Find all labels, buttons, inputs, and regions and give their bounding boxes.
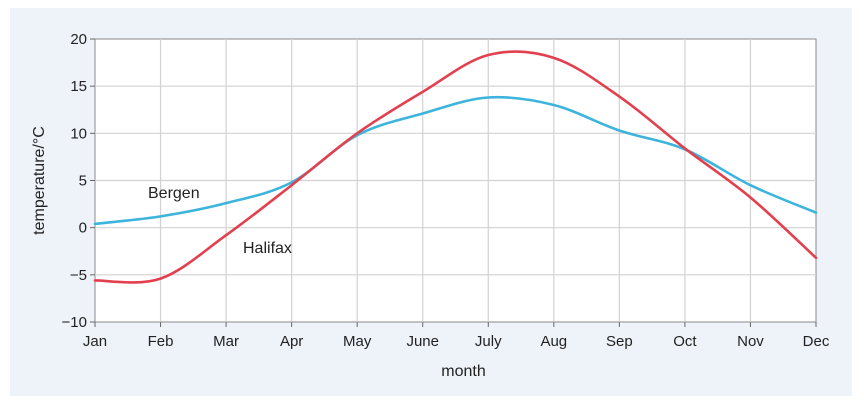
x-tick-label: May [343, 333, 372, 350]
chart-frame: 20 15 10 5 0 −5 −10 Jan Feb Mar Apr May June July Aug… [10, 8, 852, 396]
series-label-halifax: Halifax [243, 240, 292, 257]
x-tick-label: Oct [673, 333, 697, 350]
y-axis-ticks: 20 15 10 5 0 −5 −10 [62, 31, 95, 331]
y-tick-label: 10 [70, 125, 87, 142]
x-tick-label: Apr [280, 333, 303, 350]
x-tick-label: Mar [213, 333, 239, 350]
x-tick-label: Feb [148, 333, 174, 350]
series-line-halifax [93, 50, 818, 284]
y-tick-label: −5 [70, 267, 87, 284]
y-tick-label: 15 [70, 78, 87, 95]
grid [95, 39, 816, 322]
line-chart: 20 15 10 5 0 −5 −10 Jan Feb Mar Apr May June July Aug… [31, 31, 830, 380]
x-tick-label: Nov [737, 333, 764, 350]
x-tick-label: Sep [606, 333, 633, 350]
y-tick-label: 0 [79, 220, 87, 237]
x-tick-label: Dec [803, 333, 830, 350]
x-tick-label: Jan [83, 333, 107, 350]
series-label-bergen: Bergen [148, 185, 200, 202]
series-lines [93, 50, 818, 284]
y-tick-label: −10 [62, 314, 87, 331]
x-tick-label: June [406, 333, 439, 350]
x-tick-label: July [475, 333, 502, 350]
y-tick-label: 5 [79, 173, 87, 190]
y-axis-label: temperature/°C [31, 126, 48, 235]
x-axis-label: month [441, 363, 485, 380]
y-tick-label: 20 [70, 31, 87, 48]
x-tick-label: Aug [540, 333, 567, 350]
x-axis-ticks: Jan Feb Mar Apr May June July Aug Sep Oct Nov Dec [83, 322, 830, 350]
